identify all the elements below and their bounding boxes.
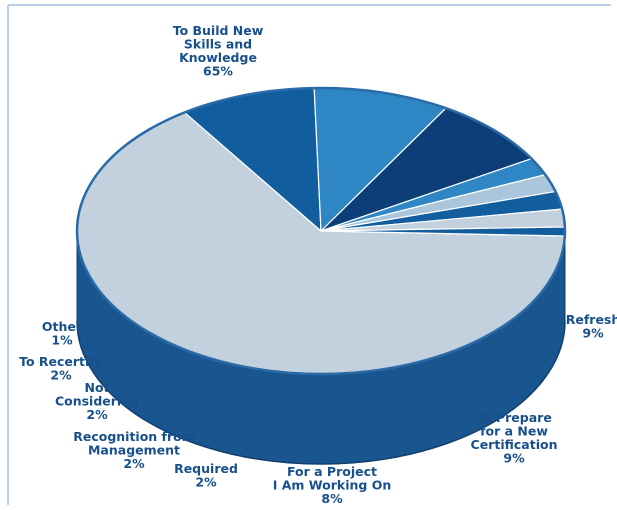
slice-label-line: 1% [51, 333, 73, 348]
pie-base-rim [76, 320, 566, 465]
pie-top [75, 86, 567, 376]
slice-label-line: 9% [582, 326, 604, 341]
slice-label-line: for a New [480, 424, 548, 439]
slice-label-line: Considering [55, 394, 139, 409]
slice-label-line: I Am Working On [273, 478, 391, 493]
slice-label-line: 2% [86, 407, 108, 422]
slice-label-line: Skills and [184, 37, 252, 52]
slice-label-line: 9% [503, 451, 525, 466]
slice-label-line: Knowledge [179, 50, 257, 65]
slice-label-required: Required 2% [174, 461, 238, 490]
pie-top-rim [75, 86, 567, 376]
slice-label-line: Required [174, 461, 238, 476]
slice-label-line: 2% [195, 475, 217, 490]
slice-label-line: Not [84, 380, 109, 395]
slice-label-other: Other 1% [42, 319, 83, 348]
slice-label-recognition-from-management: Recognition from Management 2% [73, 429, 195, 471]
slice-label-line: 2% [50, 368, 72, 383]
slice-label-line: To Recertify [19, 354, 103, 369]
slice-label-line: To Prepare [476, 410, 552, 425]
slice-label-line: Management [88, 443, 180, 458]
slice-label-line: Recognition from [73, 429, 195, 444]
slice-label-to-build-new-skills-and-knowledge: To Build New Skills and Knowledge 65% [173, 23, 264, 79]
slice-label-to-recertify: To Recertify 2% [19, 354, 103, 383]
slice-label-refresh: Refresh 9% [566, 312, 617, 341]
slice-label-for-a-project-i-am-working-on: For a Project I Am Working On 8% [273, 464, 391, 506]
slice-label-line: 2% [123, 456, 145, 471]
slice-label-line: 8% [321, 491, 343, 506]
slice-label-line: Other [42, 319, 83, 334]
slice-label-line: To Build New [173, 23, 264, 38]
slice-label-to-prepare-for-a-new-certification: To Prepare for a New Certification 9% [471, 410, 558, 466]
slice-label-not-considering: Not Considering 2% [55, 380, 139, 422]
pie-labels: To Build New Skills and Knowledge 65% Refres… [19, 23, 617, 506]
slice-label-line: Refresh [566, 312, 617, 327]
slice-label-line: 65% [203, 64, 233, 79]
slice-label-line: For a Project [287, 464, 377, 479]
slice-label-line: Certification [471, 437, 558, 452]
